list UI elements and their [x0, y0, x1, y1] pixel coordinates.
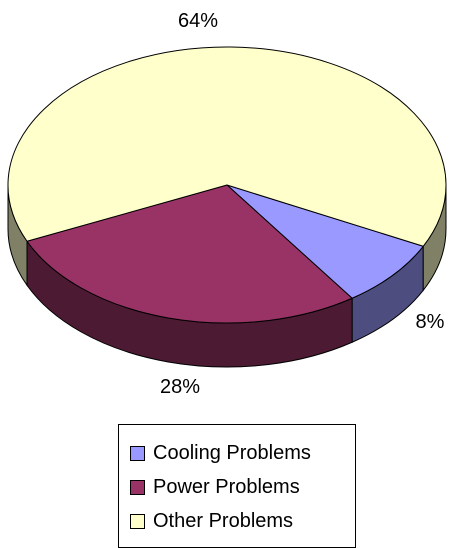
data-label-power: 28% [160, 376, 200, 398]
legend-label-other: Other Problems [153, 509, 294, 532]
legend-label-power: Power Problems [153, 475, 300, 498]
pie-side-walls [7, 184, 447, 368]
legend-swatch-power [130, 479, 145, 495]
data-labels: 8% 28% 64% [160, 10, 445, 398]
legend-label-cooling: Cooling Problems [153, 441, 311, 464]
legend: Cooling Problems Power Problems Other Pr… [118, 424, 356, 548]
data-label-other: 64% [178, 10, 218, 32]
legend-swatch-cooling [130, 445, 145, 461]
legend-item-power: Power Problems [130, 470, 355, 504]
pie-slice-cooling [226, 184, 424, 299]
data-label-cooling: 8% [416, 311, 445, 333]
legend-item-cooling: Cooling Problems [130, 436, 355, 470]
legend-swatch-other [130, 513, 145, 529]
pie-top-faces [7, 46, 447, 324]
pie-slice-other [7, 46, 447, 247]
pie-slice-power [26, 184, 353, 324]
legend-item-other: Other Problems [130, 504, 355, 538]
